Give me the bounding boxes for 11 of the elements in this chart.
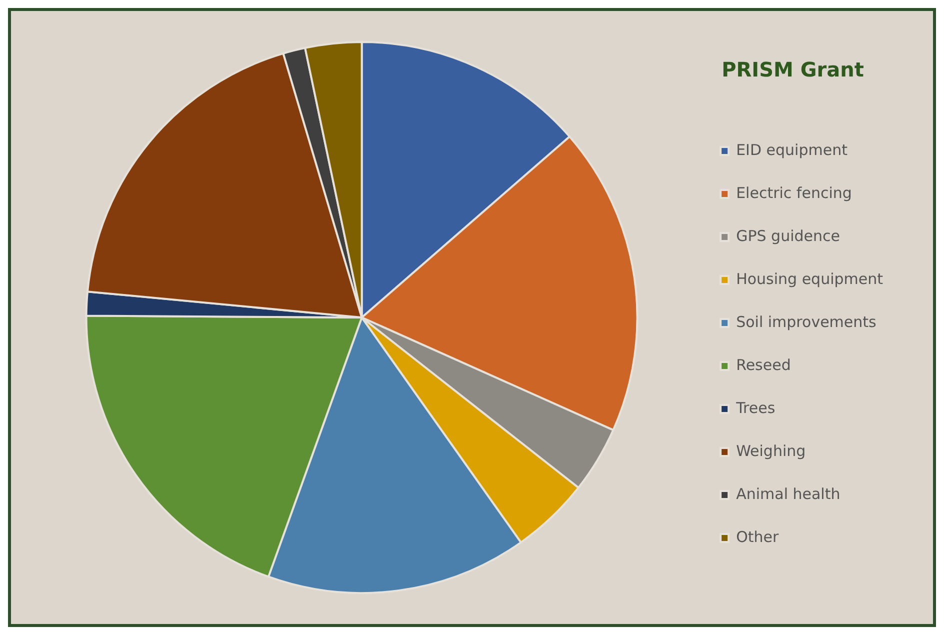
text: PRISM Grant — [722, 58, 864, 82]
legend-label: EID equipment — [736, 140, 848, 159]
legend-label: Other — [736, 528, 780, 546]
legend-label: Reseed — [736, 356, 791, 374]
legend-label: Soil improvements — [736, 312, 877, 331]
legend-label: Housing equipment — [736, 270, 884, 288]
legend-label: GPS guidence — [736, 226, 840, 245]
legend-label: Animal health — [736, 484, 840, 503]
legend-label: Weighing — [736, 442, 806, 460]
legend-label: Electric fencing — [736, 184, 852, 202]
legend-label: Trees — [735, 398, 776, 417]
